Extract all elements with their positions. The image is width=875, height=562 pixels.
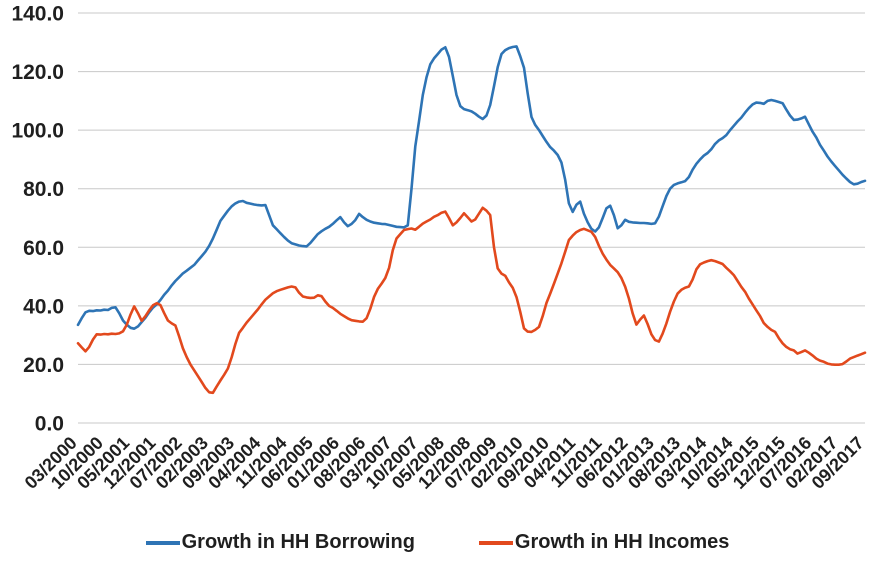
borrowing-legend-label: Growth in HH Borrowing bbox=[181, 531, 415, 553]
legend: Growth in HH Borrowing Growth in HH Inco… bbox=[0, 531, 875, 554]
line-chart: 0.020.040.060.080.0100.0120.0140.003/200… bbox=[11, 3, 867, 493]
y-tick-label: 60.0 bbox=[23, 237, 64, 260]
incomes-line-swatch bbox=[478, 540, 513, 545]
legend-item-incomes: Growth in HH Incomes bbox=[478, 531, 730, 554]
incomes-series-line bbox=[76, 206, 867, 395]
incomes-legend-label: Growth in HH Incomes bbox=[514, 531, 730, 553]
borrowing-line-swatch bbox=[145, 540, 180, 545]
y-tick-label: 120.0 bbox=[11, 61, 64, 84]
y-tick-label: 140.0 bbox=[11, 3, 64, 26]
y-tick-label: 20.0 bbox=[23, 354, 64, 377]
y-tick-label: 0.0 bbox=[35, 413, 64, 436]
borrowing-series-line bbox=[76, 45, 867, 331]
legend-item-borrowing: Growth in HH Borrowing bbox=[145, 531, 415, 554]
y-tick-label: 40.0 bbox=[23, 295, 64, 318]
y-tick-label: 100.0 bbox=[11, 120, 64, 143]
y-tick-label: 80.0 bbox=[23, 178, 64, 201]
